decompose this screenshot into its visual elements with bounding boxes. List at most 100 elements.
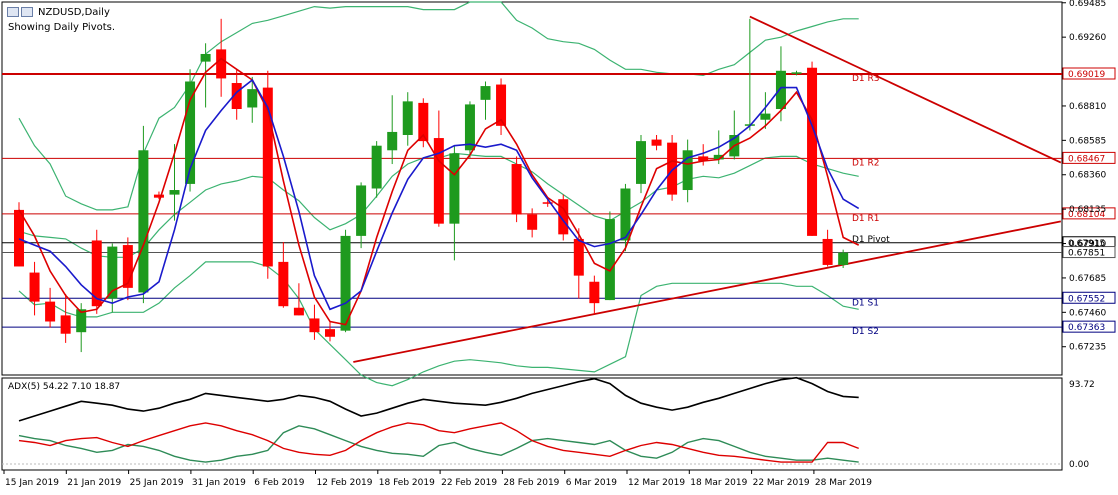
adx-minus-di-line (18, 425, 859, 463)
adx-scale-min: 0.00 (1069, 460, 1089, 470)
price-tick-label: 0.67235 (1069, 343, 1106, 353)
pivot-level-label: D1 S1 (852, 298, 879, 308)
candle-body (760, 113, 771, 120)
price-tick-label: 0.68360 (1069, 171, 1106, 181)
price-tag-box (1062, 151, 1116, 164)
candle-body (667, 142, 678, 195)
candle-body (293, 307, 304, 316)
candle-body (278, 261, 289, 307)
candle-body (620, 188, 631, 241)
price-axis: 0.69485 0.69260 0.68810 0.68585 0.68360 0.681… (1062, 0, 1106, 353)
candle-body (449, 153, 460, 224)
candle-body (122, 245, 133, 288)
pivot-level-label: D1 R3 (852, 74, 880, 84)
candle-body (185, 81, 196, 184)
chart-subtitle: Showing Daily Pivots. (8, 22, 116, 33)
price-tag-label: 0.69019 (1068, 70, 1105, 80)
pivot-level-label: D1 Pivot (852, 235, 890, 245)
price-tick-label: 0.68585 (1069, 136, 1106, 146)
main-plot-border (1, 1, 1063, 376)
candle-body (558, 199, 569, 235)
candle-body (838, 252, 849, 265)
chart-window-icon[interactable] (21, 7, 33, 17)
candle-body (216, 49, 227, 79)
main-chart-frame (1, 1, 1063, 471)
candle-body (573, 238, 584, 276)
price-tag-label: 0.68467 (1068, 154, 1105, 164)
date-tick-label: 25 Jan 2019 (130, 478, 184, 488)
price-tag-box (1062, 246, 1116, 259)
date-tick-label: 28 Mar 2019 (815, 478, 872, 488)
candle-body (542, 202, 553, 204)
candle-body (682, 150, 693, 191)
price-tick-label: 0.69485 (1069, 0, 1106, 9)
band-upper-line (18, 1, 859, 211)
candle-body (651, 139, 662, 146)
ma-slow-line (18, 78, 860, 311)
trendlines (353, 15, 1062, 363)
price-tick-label: 0.68135 (1069, 205, 1106, 215)
price-tag-label: 0.67363 (1068, 323, 1105, 333)
candle-body (60, 315, 71, 334)
candle-body (698, 156, 709, 161)
adx-panel: ADX(5) 54.22 7.10 18.87 93.72 0.00 (2, 376, 1095, 470)
date-tick-label: 22 Feb 2019 (441, 478, 497, 488)
pivot-level-label: D1 S2 (852, 327, 879, 337)
adx-main-line (18, 376, 859, 422)
date-tick-label: 28 Feb 2019 (503, 478, 559, 488)
price-tick-label: 0.67685 (1069, 274, 1106, 284)
candle-body (138, 150, 149, 293)
pivot-levels: D1 R3 D1 R2 D1 R1 D1 Pivot D1 S1 D1 S2 (2, 73, 1062, 337)
pivot-level-label: D1 R2 (852, 158, 880, 168)
candle-body (371, 145, 382, 189)
candle-body (247, 89, 258, 108)
candle-body (480, 86, 491, 100)
candle-body (402, 101, 413, 135)
date-tick-label: 12 Mar 2019 (628, 478, 685, 488)
price-tick-label: 0.67910 (1069, 240, 1106, 250)
candle-body (636, 141, 646, 184)
price-tag-label: 0.68104 (1068, 210, 1105, 220)
trendline (749, 15, 1062, 164)
price-tag-label: 0.67552 (1068, 294, 1105, 304)
price-tag-box (1062, 320, 1116, 333)
price-tag-label: 0.67915 (1068, 239, 1105, 249)
date-tick-label: 18 Feb 2019 (379, 478, 435, 488)
pivot-level-label: D1 R1 (852, 214, 880, 224)
candle-body (45, 301, 56, 322)
candle-body (511, 164, 522, 215)
candle-body (418, 102, 429, 142)
candle-body (807, 67, 818, 236)
candle-body (589, 281, 600, 304)
candle-body (169, 190, 180, 195)
candle-body (153, 194, 164, 198)
date-tick-label: 15 Jan 2019 (5, 478, 59, 488)
candle-body (791, 72, 802, 74)
adx-plus-di-line (18, 422, 859, 463)
price-tag-box (1062, 67, 1116, 80)
candle-body (822, 238, 833, 265)
candle-body (496, 84, 507, 126)
candle-body (356, 185, 367, 236)
candle-body (527, 214, 538, 230)
price-tick-label: 0.67460 (1069, 308, 1106, 318)
candle-body (775, 70, 786, 110)
candle-body (76, 309, 87, 333)
price-tick-label: 0.69260 (1069, 33, 1106, 43)
date-tick-label: 22 Mar 2019 (753, 478, 810, 488)
trendline (353, 220, 1062, 363)
candle-body (107, 246, 118, 299)
candle-body (325, 329, 335, 337)
date-tick-label: 31 Jan 2019 (192, 478, 246, 488)
candle-body (464, 104, 475, 151)
adx-scale-max: 93.72 (1069, 380, 1095, 390)
chart-window-icon[interactable] (7, 7, 19, 17)
candle-body (262, 87, 273, 267)
band-lower-line (18, 261, 859, 387)
date-tick-label: 21 Jan 2019 (67, 478, 121, 488)
price-tag-box (1062, 207, 1116, 220)
date-axis: 15 Jan 2019 21 Jan 2019 25 Jan 2019 31 Jan … (3, 470, 872, 488)
price-tag-box (1062, 291, 1116, 304)
candle-body (29, 272, 40, 302)
